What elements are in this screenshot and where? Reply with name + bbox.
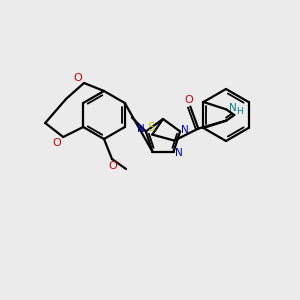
Text: N: N (181, 125, 189, 135)
Text: O: O (53, 138, 62, 148)
Text: N: N (230, 103, 237, 113)
Text: O: O (184, 94, 193, 105)
Text: S: S (148, 121, 155, 134)
Text: N: N (175, 148, 182, 158)
Text: N: N (137, 124, 145, 134)
Text: H: H (236, 107, 243, 116)
Text: O: O (74, 73, 82, 83)
Text: O: O (109, 161, 117, 171)
